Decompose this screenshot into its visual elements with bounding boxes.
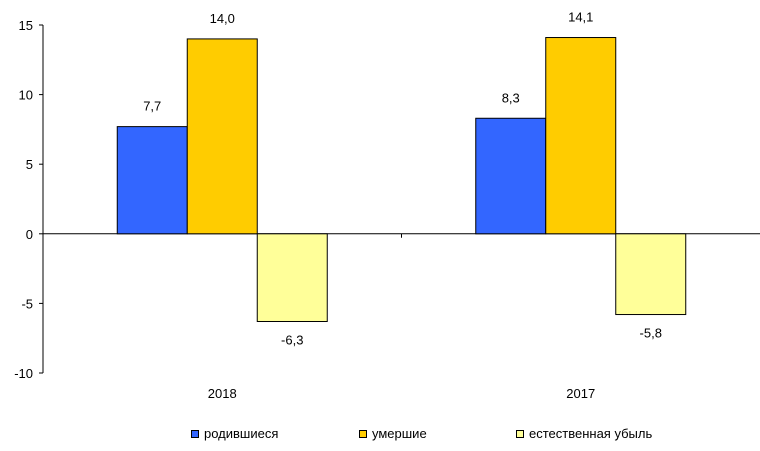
bar-chart: 15 10 5 0 -5 -10 7,7 14,0 -6,3 2018 8,3 14,1 -5,8 201… [14,10,760,401]
data-label: -6,3 [281,332,303,347]
bar [186,38,258,235]
bar [545,37,617,235]
legend-item-natural-decrease: естественная убыль [516,426,652,441]
y-tick-label: 0 [26,227,33,242]
bar [615,233,687,316]
y-tick-label: -10 [14,366,33,381]
y-tick-label: -5 [21,296,33,311]
bar [475,117,547,235]
data-label: 8,3 [502,90,520,105]
data-label: 14,0 [210,11,235,26]
legend: родившиеся умершие естественная убыль [0,426,760,446]
x-tick-label: 2017 [566,386,595,401]
y-tick-label: 15 [19,18,33,33]
legend-swatch-natural-decrease [516,429,524,438]
bar [256,233,328,322]
y-tick-label: 5 [26,157,33,172]
legend-item-died: умершие [359,426,427,441]
legend-label-born: родившиеся [204,426,279,441]
data-label: 14,1 [568,10,593,25]
bar [116,126,188,235]
legend-item-born: родившиеся [191,426,278,441]
data-label: -5,8 [640,326,662,341]
data-label: 7,7 [143,99,161,114]
x-tick-label: 2018 [208,386,237,401]
legend-label-natural-decrease: естественная убыль [529,426,653,441]
legend-swatch-died [359,429,367,438]
legend-swatch-born [191,429,199,438]
y-tick-label: 10 [19,88,33,103]
legend-label-died: умершие [372,426,427,441]
